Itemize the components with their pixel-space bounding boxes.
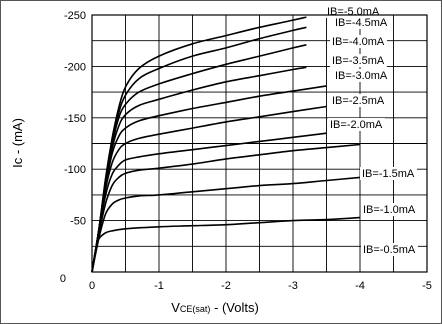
series-label-bg xyxy=(361,243,418,256)
y-tick-label: -100 xyxy=(64,164,86,176)
series-label-bg xyxy=(333,16,390,29)
x-tick-label: -1 xyxy=(154,280,164,292)
y-tick-label: -50 xyxy=(70,216,86,228)
y-tick-labels: 0 -50 -100 -150 -200 -250 xyxy=(60,10,86,285)
series-label-bg xyxy=(333,69,390,82)
series-line-7 xyxy=(91,143,361,273)
series-line-5 xyxy=(91,105,327,273)
y-tick-label: -150 xyxy=(64,113,86,125)
y-tick-label: -250 xyxy=(64,10,86,22)
series-label-bg xyxy=(330,35,387,48)
series-line-2 xyxy=(91,44,307,273)
series-line-8 xyxy=(91,176,361,273)
y-tick-label: 0 xyxy=(60,273,66,285)
series-label-bg xyxy=(330,54,387,67)
series-label-8: IB=-1.0mA xyxy=(363,204,416,216)
curves xyxy=(91,16,361,273)
x-tick-label: -2 xyxy=(221,280,231,292)
x-tick-labels: 0 -1 -2 -3 -4 -5 xyxy=(89,280,432,292)
series-label-bg xyxy=(330,94,387,107)
x-axis-label-main: V xyxy=(171,300,180,315)
x-tick-label: 0 xyxy=(89,280,95,292)
x-axis-label-sub: CE(sat) xyxy=(180,304,211,314)
x-tick-label: -5 xyxy=(422,280,432,292)
x-axis-label-rest: - (Volts) xyxy=(210,300,258,315)
series-label-4: IB=-3.0mA xyxy=(335,70,388,82)
series-label-9: IB=-0.5mA xyxy=(363,244,416,256)
x-tick-label: -4 xyxy=(355,280,365,292)
series-label-6: IB=-2.0mA xyxy=(330,119,383,131)
series-label-5: IB=-2.5mA xyxy=(332,95,385,107)
series-label-3: IB=-3.5mA xyxy=(332,55,385,67)
grid xyxy=(92,15,427,272)
x-tick-label: -3 xyxy=(288,280,298,292)
x-axis-label: VCE(sat) - (Volts) xyxy=(171,300,259,315)
y-tick-label: -200 xyxy=(64,61,86,73)
series-label-7: IB=-1.5mA xyxy=(362,168,415,180)
series-line-6 xyxy=(91,132,327,273)
series-label-bg xyxy=(360,167,417,180)
series-label-bg xyxy=(361,203,418,216)
plot-frame xyxy=(91,14,428,273)
series-label-1: IB=-4.5mA xyxy=(335,17,388,29)
series-label-bg xyxy=(328,118,385,131)
y-axis-label: Ic - (mA) xyxy=(10,118,25,168)
series-label-2: IB=-4.0mA xyxy=(332,36,385,48)
series-line-9 xyxy=(91,216,361,273)
